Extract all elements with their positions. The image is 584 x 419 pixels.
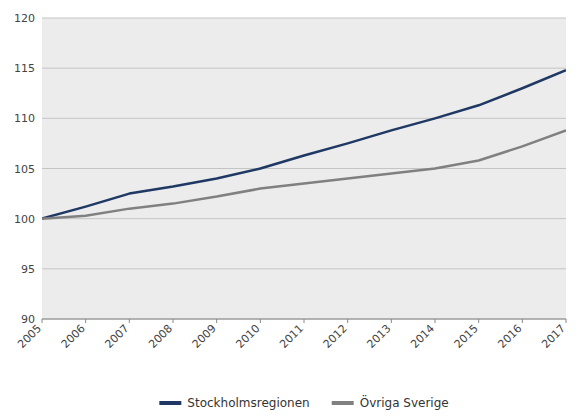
y-tick-label: 120 [14, 12, 35, 25]
x-tick [391, 319, 392, 323]
x-tick [566, 319, 567, 323]
plot-area [42, 18, 566, 319]
series-group [42, 70, 566, 218]
x-tick-label: 2006 [59, 322, 88, 351]
legend-item: Övriga Sverige [332, 394, 449, 410]
x-tick [173, 319, 174, 323]
x-tick-label: 2005 [15, 322, 44, 351]
x-tick-label: 2015 [452, 322, 481, 351]
grid-line [42, 268, 566, 269]
x-tick [216, 319, 217, 323]
x-tick-label: 2013 [364, 322, 393, 351]
grid-line [42, 118, 566, 119]
x-tick [478, 319, 479, 323]
x-tick-label: 2009 [190, 322, 219, 351]
x-tick [522, 319, 523, 323]
y-tick-label: 95 [21, 263, 35, 276]
chart: 9095100105110115120200520062007200820092… [0, 0, 584, 419]
y-tick-label: 105 [14, 163, 35, 176]
legend-swatch [332, 401, 354, 405]
x-tick [42, 319, 43, 323]
x-tick [435, 319, 436, 323]
grid-line [42, 68, 566, 69]
legend-swatch [159, 401, 181, 405]
y-tick-label: 115 [14, 62, 35, 75]
grid-line [42, 18, 566, 19]
x-tick [129, 319, 130, 323]
legend: Stockholmsregionen Övriga Sverige [159, 394, 448, 410]
x-tick [85, 319, 86, 323]
x-tick-label: 2016 [495, 322, 524, 351]
x-tick-label: 2017 [539, 322, 568, 351]
x-tick-label: 2010 [233, 322, 262, 351]
y-tick-label: 100 [14, 213, 35, 226]
legend-item: Stockholmsregionen [159, 396, 309, 410]
x-tick-label: 2008 [146, 322, 175, 351]
x-tick-label: 2007 [102, 322, 131, 351]
grid-line [42, 168, 566, 169]
x-tick-label: 2011 [277, 322, 306, 351]
y-tick-label: 110 [14, 112, 35, 125]
series-line [42, 130, 566, 218]
x-tick-label: 2012 [321, 322, 350, 351]
x-tick [260, 319, 261, 323]
x-tick [304, 319, 305, 323]
series-line [42, 70, 566, 218]
grid-line [42, 218, 566, 219]
x-tick-label: 2014 [408, 322, 437, 351]
legend-label: Övriga Sverige [360, 394, 449, 410]
legend-label: Stockholmsregionen [187, 396, 309, 410]
x-tick [347, 319, 348, 323]
